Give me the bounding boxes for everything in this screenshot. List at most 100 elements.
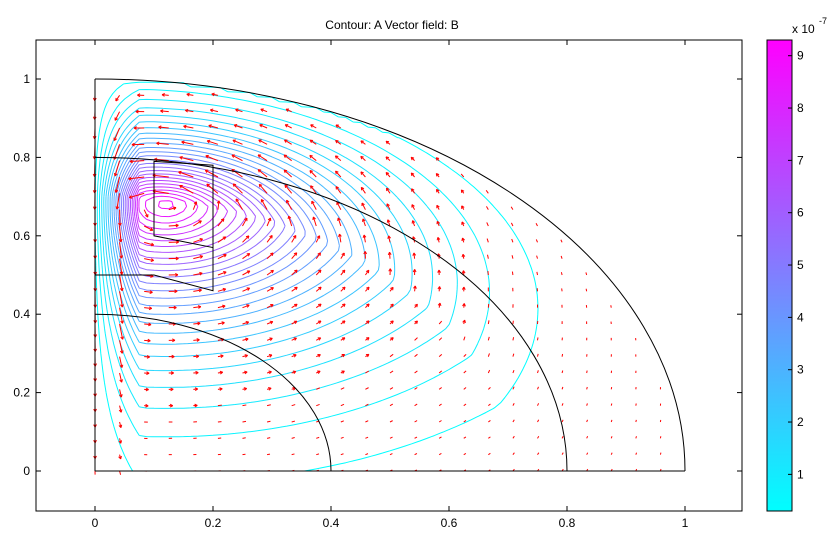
vector-arrow [266,235,273,243]
vector-arrow [211,93,219,96]
vector-arrowhead [461,221,465,225]
vector-arrowhead [258,139,262,143]
vector-arrow [291,286,298,292]
contour-line [128,173,256,259]
vector-arrowhead [390,286,394,291]
vector-arrow [335,170,342,178]
colorbar-exponent: -7 [819,16,827,26]
x-axis-ticks: 0 0.2 0.4 0.6 0.8 1 [92,40,689,530]
vector-arrowhead [335,170,339,175]
vector-arrow [119,225,122,242]
vector-arrow [315,269,322,276]
vector-arrow [291,420,296,423]
vector-arrow [537,435,540,439]
vector-arrow [284,124,292,129]
vector-arrowhead [437,286,442,290]
vector-arrowhead [119,271,124,275]
vector-arrowhead [232,139,236,143]
vector-arrowhead [390,303,394,308]
x-tick-label: 1 [682,516,689,530]
vector-arrow [488,452,491,456]
vector-arrowhead [208,124,212,128]
vector-arrowhead [172,206,177,211]
vector-arrow [258,183,268,194]
vector-arrow [235,198,243,210]
vector-arrow [386,187,391,194]
vector-arrowhead [135,109,139,114]
vector-arrowhead [171,354,175,359]
vector-arrow [266,304,274,309]
vector-arrowhead [318,303,322,308]
contour-line [136,189,209,230]
vector-arrowhead [175,256,179,261]
vector-arrow [388,235,391,243]
vector-arrow [485,190,489,194]
vector-arrowhead [366,320,370,324]
vector-arrowhead [178,170,182,175]
vector-arrow [463,403,467,407]
vector-arrowhead [270,252,274,256]
vector-arrowhead [216,200,221,204]
vector-arrowhead [244,217,248,222]
vector-arrowhead [193,201,198,205]
vector-arrowhead [293,353,297,358]
contour-line [107,127,380,345]
vector-arrow [414,436,418,439]
vector-arrowhead [385,140,390,145]
vector-arrowhead [169,403,174,408]
vector-arrowhead [119,255,124,259]
vector-arrowhead [341,320,346,324]
vector-arrow [152,190,169,194]
vector-arrow [115,176,121,193]
vector-arrowhead [220,218,225,222]
vector-arrowhead [113,172,118,177]
vector-arrow [386,203,391,210]
vector-arrowhead [341,353,346,358]
vector-arrowhead [206,183,210,188]
vector-arrow [387,219,391,227]
vector-arrow [309,170,317,178]
vector-arrowhead [245,235,250,239]
colorbar-tick-label: 8 [797,101,804,115]
vector-arrowhead [119,350,124,354]
vector-arrowhead [115,97,119,102]
vector-arrowhead [335,139,339,144]
vector-arrow [340,387,345,390]
vector-arrowhead [386,219,391,223]
vector-arrowhead [436,237,441,241]
vector-arrowhead [292,370,297,375]
vector-arrowhead [435,173,440,177]
vector-arrowhead [390,320,394,324]
vector-arrowhead [128,195,133,199]
vector-arrow [193,272,203,276]
vector-arrow [585,288,588,292]
vector-arrowhead [246,304,250,308]
vector-arrow [193,306,201,309]
vector-arrowhead [267,217,272,222]
vector-arrow [510,222,514,227]
vector-arrow [463,370,467,374]
vector-arrowhead [386,203,390,207]
vector-arrow [389,436,393,439]
vector-arrow [463,436,467,439]
vector-arrowhead [436,188,440,193]
vector-arrowhead [246,253,251,257]
vector-arrowhead [118,424,123,429]
vector-arrow [232,183,243,194]
vector-arrowhead [246,270,251,274]
vector-arrowhead [119,379,123,383]
vector-arrow [463,336,466,341]
vector-arrowhead [146,355,150,359]
contour-line [121,159,296,285]
vector-arrowhead [460,189,465,193]
vector-arrow [119,340,123,354]
vector-arrowhead [385,171,390,176]
colorbar-gradient [766,39,793,512]
vector-arrow [291,235,297,243]
vector-arrowhead [211,92,215,97]
vector-arrow [119,291,123,308]
vector-arrowhead [411,220,416,224]
contour-line [135,186,218,236]
vector-arrow [363,234,366,243]
